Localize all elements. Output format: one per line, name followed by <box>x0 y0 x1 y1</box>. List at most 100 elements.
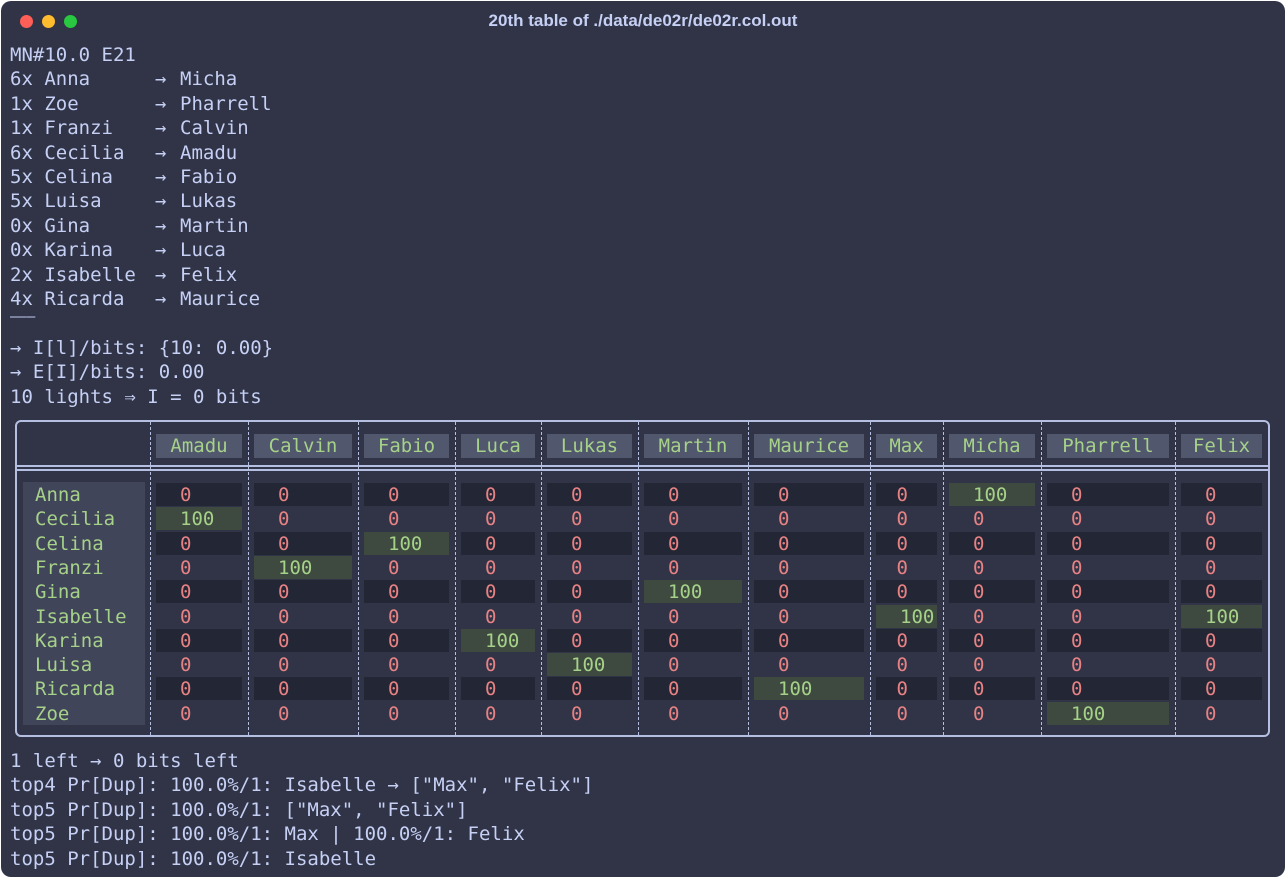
match-cell: 100 <box>254 555 352 579</box>
table-cell: 0 <box>485 508 497 531</box>
pair-target: Micha <box>180 68 238 91</box>
table-cell: 0 <box>1181 580 1262 604</box>
pair-target: Amadu <box>180 141 238 164</box>
row-label: Gina <box>35 581 81 604</box>
match-cell: 100 <box>547 653 632 677</box>
match-cell: 100 <box>1181 604 1262 628</box>
header-line: MN#10.0 E21 <box>10 44 136 66</box>
info-line: → I[l]/bits: {10: 0.00} <box>10 336 274 359</box>
title-bar: 20th table of ./data/de02r/de02r.col.out <box>1 1 1285 41</box>
match-cell: 100 <box>156 507 242 531</box>
match-cell: 100 <box>754 677 864 701</box>
column-separator <box>1041 422 1042 735</box>
table-cell: 0 <box>668 605 680 628</box>
pair-target: Calvin <box>180 117 249 140</box>
arrow-icon: → <box>155 117 167 140</box>
column-separator <box>541 422 542 735</box>
table-cell: 0 <box>754 483 864 506</box>
table-cell: 0 <box>668 508 680 531</box>
pair-line: 1x Franzi <box>10 117 113 140</box>
column-separator <box>1175 422 1176 735</box>
table-cell: 0 <box>896 556 908 579</box>
column-header: Calvin <box>254 434 352 458</box>
table-cell: 0 <box>876 483 937 506</box>
table-cell: 0 <box>485 605 497 628</box>
table-cell: 0 <box>254 628 352 652</box>
table-cell: 0 <box>1181 483 1262 506</box>
arrow-icon: → <box>155 141 167 164</box>
table-cell: 0 <box>278 605 290 628</box>
column-header: Felix <box>1181 434 1262 458</box>
table-cell: 0 <box>778 508 790 531</box>
table-cell: 0 <box>180 556 192 579</box>
table-cell: 0 <box>949 531 1035 555</box>
table-cell: 0 <box>547 628 632 652</box>
info-line: → E[I]/bits: 0.00 <box>10 361 205 384</box>
table-cell: 0 <box>461 483 535 506</box>
table-cell: 0 <box>754 628 864 652</box>
table-cell: 0 <box>485 702 497 725</box>
table-cell: 0 <box>973 702 985 725</box>
footer-line: 1 left → 0 bits left <box>10 750 239 772</box>
arrow-icon: → <box>155 239 167 262</box>
table-cell: 0 <box>1047 628 1169 652</box>
match-cell: 100 <box>461 628 535 652</box>
header-divider <box>17 465 1268 467</box>
minimize-button[interactable] <box>42 15 55 28</box>
pair-line: 4x Ricarda <box>10 288 125 310</box>
footer-line: top4 Pr[Dup]: 100.0%/1: Isabelle → ["Max… <box>10 774 594 797</box>
column-header: Martin <box>644 434 742 458</box>
arrow-icon: → <box>155 190 167 213</box>
table-cell: 0 <box>973 508 985 531</box>
column-separator <box>943 422 944 735</box>
table-cell: 0 <box>778 654 790 677</box>
pair-line: 0x Karina <box>10 239 113 262</box>
table-cell: 0 <box>461 580 535 604</box>
footer-line: top5 Pr[Dup]: 100.0%/1: ["Max", "Felix"] <box>10 798 468 821</box>
column-separator <box>248 422 249 735</box>
table-cell: 0 <box>156 628 242 652</box>
table-cell: 0 <box>644 531 742 555</box>
table-cell: 0 <box>254 531 352 555</box>
maximize-button[interactable] <box>64 15 77 28</box>
arrow-icon: → <box>155 92 167 115</box>
table-cell: 0 <box>1205 654 1217 677</box>
table-cell: 0 <box>1205 702 1217 725</box>
table-cell: 0 <box>1071 605 1083 628</box>
column-separator <box>358 422 359 735</box>
close-button[interactable] <box>20 15 33 28</box>
table-cell: 0 <box>156 677 242 701</box>
pair-line: 6x Anna <box>10 68 91 91</box>
table-cell: 0 <box>254 580 352 604</box>
separator-line: ——— <box>10 309 36 326</box>
table-cell: 0 <box>778 702 790 725</box>
footer-line: top5 Pr[Dup]: 100.0%/1: Max | 100.0%/1: … <box>10 823 525 846</box>
table-cell: 0 <box>754 580 864 604</box>
pair-line: 2x Isabelle <box>10 263 136 286</box>
table-cell: 0 <box>364 483 449 506</box>
table-cell: 0 <box>1181 531 1262 555</box>
table-cell: 0 <box>1047 580 1169 604</box>
arrow-icon: → <box>155 288 167 310</box>
table-cell: 0 <box>388 605 400 628</box>
table-cell: 0 <box>1205 508 1217 531</box>
table-cell: 0 <box>156 580 242 604</box>
table-cell: 0 <box>485 556 497 579</box>
table-cell: 0 <box>571 508 583 531</box>
table-cell: 0 <box>388 508 400 531</box>
column-header: Amadu <box>156 434 242 458</box>
table-cell: 0 <box>180 702 192 725</box>
table-cell: 0 <box>973 654 985 677</box>
table-cell: 0 <box>547 531 632 555</box>
table-cell: 0 <box>180 605 192 628</box>
pair-line: 0x Gina <box>10 214 91 237</box>
table-cell: 0 <box>156 483 242 506</box>
column-header: Fabio <box>364 434 449 458</box>
table-cell: 0 <box>547 580 632 604</box>
table-cell: 0 <box>896 702 908 725</box>
info-line: 10 lights ⇒ I = 0 bits <box>10 385 262 408</box>
row-label: Ricarda <box>35 678 116 701</box>
arrow-icon: → <box>155 68 167 91</box>
table-cell: 0 <box>1071 508 1083 531</box>
